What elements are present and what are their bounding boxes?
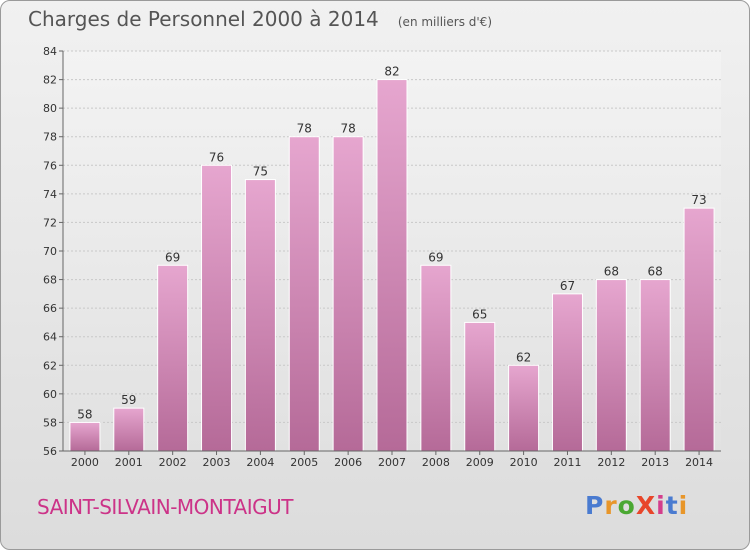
x-tick-label: 2006 — [334, 456, 362, 469]
commune-name: SAINT-SILVAIN-MONTAIGUT — [37, 495, 293, 519]
logo-letter: P — [585, 491, 605, 520]
bar — [157, 264, 189, 452]
logo-letter: i — [656, 491, 666, 520]
logo-letter: i — [678, 491, 689, 520]
data-label: 68 — [648, 265, 663, 279]
x-tick-label: 2000 — [71, 456, 99, 469]
x-tick-label: 2008 — [422, 456, 450, 469]
title-row: Charges de Personnel 2000 à 2014 (en mil… — [28, 7, 492, 31]
bar — [420, 264, 452, 452]
logo-letter: o — [617, 491, 636, 520]
bar — [113, 407, 145, 452]
y-tick-label: 60 — [43, 388, 57, 401]
y-tick-label: 74 — [43, 188, 57, 201]
x-tick-label: 2003 — [203, 456, 231, 469]
data-label: 69 — [165, 250, 180, 264]
y-tick-label: 56 — [43, 445, 57, 458]
x-tick-label: 2004 — [246, 456, 274, 469]
y-tick-label: 58 — [43, 416, 57, 429]
logo-letter: r — [604, 491, 618, 520]
x-tick-label: 2007 — [378, 456, 406, 469]
y-tick-label: 78 — [43, 131, 57, 144]
data-label: 78 — [297, 122, 312, 136]
proxiti-logo: ProXiti — [585, 491, 688, 520]
data-label: 69 — [428, 250, 443, 264]
y-tick-label: 72 — [43, 216, 57, 229]
y-tick-label: 82 — [43, 74, 57, 87]
y-tick-label: 62 — [43, 359, 57, 372]
x-tick-label: 2001 — [115, 456, 143, 469]
data-label: 73 — [691, 193, 706, 207]
data-label: 67 — [560, 279, 575, 293]
bar — [551, 293, 583, 452]
bar — [244, 179, 276, 452]
bar — [332, 136, 364, 452]
x-tick-label: 2011 — [553, 456, 581, 469]
y-tick-label: 76 — [43, 159, 57, 172]
data-label: 75 — [253, 165, 268, 179]
y-tick-label: 80 — [43, 102, 57, 115]
data-label: 78 — [340, 122, 355, 136]
x-tick-label: 2010 — [510, 456, 538, 469]
x-tick-label: 2002 — [159, 456, 187, 469]
x-tick-label: 2013 — [641, 456, 669, 469]
data-label: 82 — [384, 65, 399, 79]
bar — [683, 207, 715, 452]
data-label: 65 — [472, 307, 487, 321]
bar — [595, 279, 627, 452]
chart-title: Charges de Personnel 2000 à 2014 — [28, 7, 379, 31]
bar — [639, 279, 671, 452]
bar — [288, 136, 320, 452]
bar — [508, 364, 540, 452]
logo-letter: X — [635, 491, 657, 520]
y-tick-label: 70 — [43, 245, 57, 258]
y-tick-label: 68 — [43, 274, 57, 287]
bar — [464, 321, 496, 452]
bar — [201, 164, 233, 452]
y-tick-label: 66 — [43, 302, 57, 315]
data-label: 62 — [516, 350, 531, 364]
y-tick-label: 64 — [43, 331, 57, 344]
data-label: 58 — [77, 407, 92, 421]
x-tick-label: 2009 — [466, 456, 494, 469]
bar — [69, 421, 101, 452]
y-tick-label: 84 — [43, 45, 57, 58]
x-tick-label: 2005 — [290, 456, 318, 469]
bar — [376, 79, 408, 452]
x-tick-label: 2012 — [597, 456, 625, 469]
logo-letter: t — [665, 491, 679, 520]
data-label: 68 — [604, 265, 619, 279]
x-tick-label: 2014 — [685, 456, 713, 469]
chart-subtitle: (en milliers d'€) — [397, 15, 492, 29]
data-label: 59 — [121, 393, 136, 407]
data-label: 76 — [209, 150, 224, 164]
